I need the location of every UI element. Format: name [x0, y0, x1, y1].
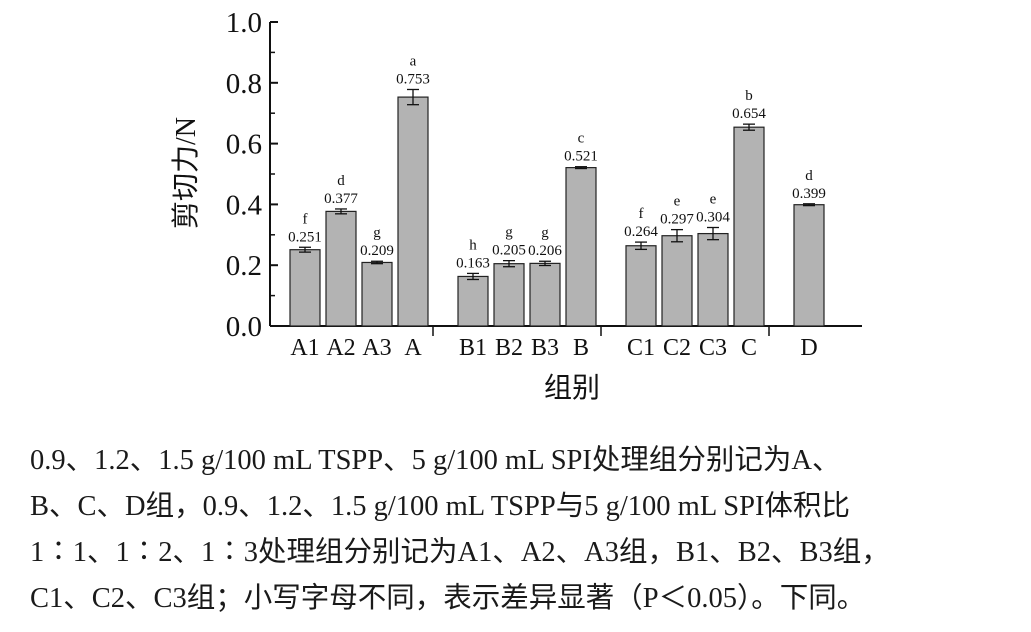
y-axis-label: 剪切力/N	[170, 117, 202, 229]
bar-B	[565, 167, 597, 327]
x-tick-label-A: A	[404, 335, 422, 361]
caption-line-4: C1、C2、C3组；小写字母不同，表示差异显著（P＜0.05）。下同。	[30, 583, 866, 614]
bar-B2	[493, 263, 525, 327]
bar-C3	[697, 232, 729, 327]
x-tick-label-B2: B2	[495, 335, 523, 361]
bar-D	[793, 204, 825, 327]
significance-letter-B1: h	[469, 237, 477, 253]
bar-A3	[361, 261, 393, 327]
x-axis-label: 组别	[544, 372, 600, 404]
bar-B3	[529, 262, 561, 327]
y-tick-label: 1.0	[226, 7, 262, 39]
caption-line-2: B、C、D组，0.9、1.2、1.5 g/100 mL TSPP与5 g/100…	[30, 491, 850, 522]
x-tick-label-B1: B1	[459, 335, 487, 361]
bar-labels: 0.251 f A1 0.377 d A2 0.209 g A3 0.753 a A 0.163 h B1 0…	[288, 53, 826, 361]
caption-line-1: 0.9、1.2、1.5 g/100 mL TSPP、5 g/100 mL SPI…	[30, 445, 841, 476]
x-tick-label-D: D	[800, 335, 817, 361]
axes: 0.0 0.2 0.4 0.6 0.8 1.0	[226, 7, 862, 343]
y-tick-label: 0.8	[226, 68, 262, 100]
bar-B1	[457, 275, 489, 327]
significance-letter-A: a	[410, 53, 417, 69]
x-tick-label-C2: C2	[663, 335, 691, 361]
significance-letter-B2: g	[505, 225, 513, 241]
y-tick-label: 0.0	[226, 311, 262, 343]
significance-letter-C: b	[745, 88, 753, 104]
figure-caption: 0.9、1.2、1.5 g/100 mL TSPP、5 g/100 mL SPI…	[30, 438, 1020, 622]
x-tick-label-C1: C1	[627, 335, 655, 361]
value-label-B2: 0.205	[492, 243, 526, 259]
caption-line-3: 1∶1、1∶2、1∶3处理组分别记为A1、A2、A3组，B1、B2、B3组，	[30, 537, 890, 568]
significance-letter-C3: e	[710, 192, 717, 208]
bar-A	[397, 96, 429, 327]
y-tick-label: 0.6	[226, 129, 262, 161]
bar-C1	[625, 245, 657, 327]
bar-C	[733, 126, 765, 327]
bars	[289, 88, 825, 327]
value-label-C3: 0.304	[696, 210, 730, 226]
significance-letter-D: d	[805, 168, 813, 184]
value-label-A2: 0.377	[324, 191, 358, 207]
value-label-A: 0.753	[396, 71, 430, 87]
significance-letter-B: c	[578, 131, 585, 147]
value-label-B3: 0.206	[528, 243, 562, 259]
y-tick-label: 0.4	[226, 189, 263, 221]
value-label-B1: 0.163	[456, 255, 490, 271]
bar-C2	[661, 235, 693, 327]
significance-letter-C2: e	[674, 194, 681, 210]
x-tick-label-B: B	[573, 335, 589, 361]
shear-force-bar-chart: 0.0 0.2 0.4 0.6 0.8 1.0 0.251 f A1 0.377 d A2 0.209…	[170, 7, 862, 404]
x-tick-label-B3: B3	[531, 335, 559, 361]
value-label-A1: 0.251	[288, 229, 322, 245]
value-label-C: 0.654	[732, 106, 766, 122]
value-label-A3: 0.209	[360, 243, 394, 259]
value-label-C1: 0.264	[624, 224, 658, 240]
bar-A1	[289, 249, 321, 327]
bar-A2	[325, 210, 357, 327]
y-tick-label: 0.2	[226, 250, 262, 282]
x-tick-label-C: C	[741, 335, 757, 361]
significance-letter-A3: g	[373, 225, 381, 241]
x-tick-label-A1: A1	[290, 335, 319, 361]
significance-letter-A2: d	[337, 173, 345, 189]
value-label-B: 0.521	[564, 149, 598, 165]
value-label-C2: 0.297	[660, 212, 694, 228]
x-tick-label-A2: A2	[326, 335, 355, 361]
significance-letter-A1: f	[303, 211, 308, 227]
x-tick-label-A3: A3	[362, 335, 391, 361]
significance-letter-C1: f	[639, 206, 644, 222]
value-label-D: 0.399	[792, 186, 826, 202]
significance-letter-B3: g	[541, 225, 549, 241]
x-tick-label-C3: C3	[699, 335, 727, 361]
